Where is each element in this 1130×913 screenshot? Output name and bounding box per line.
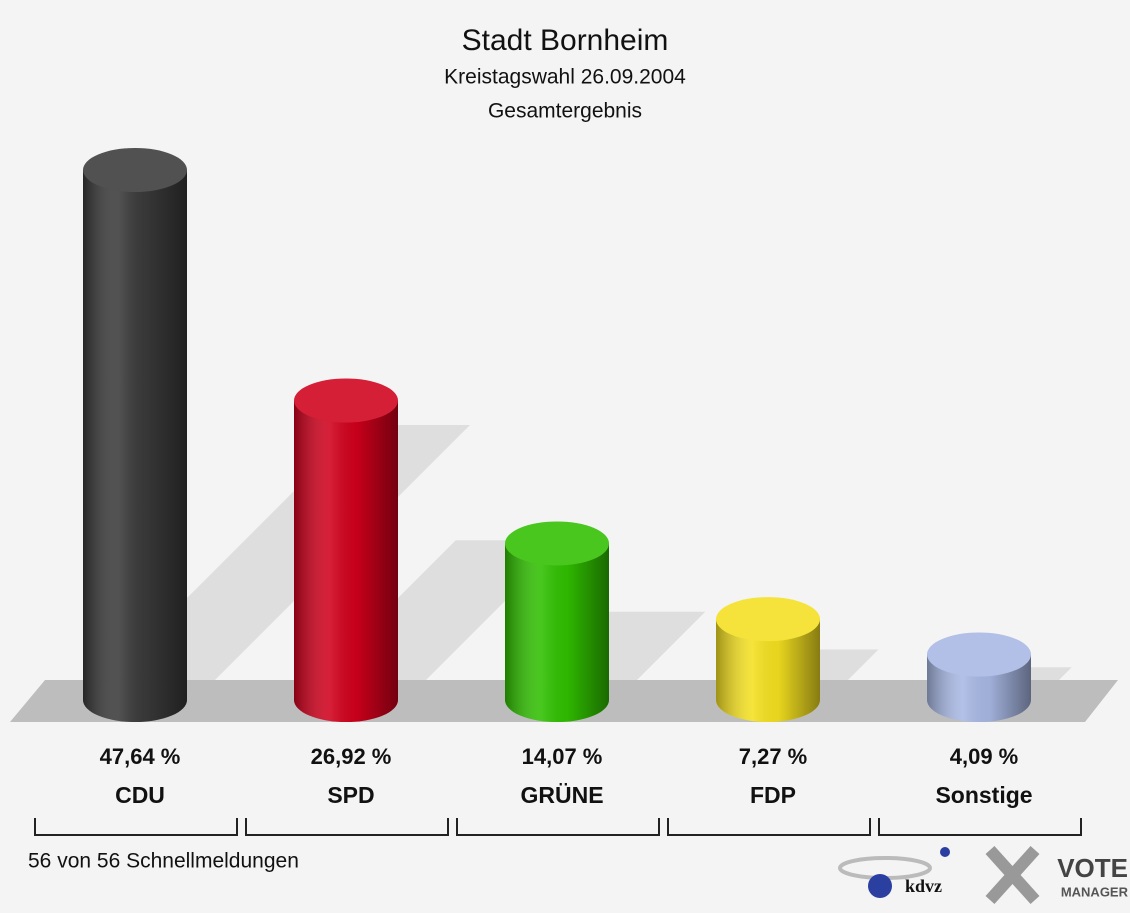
bracket <box>34 818 238 836</box>
bar-top-highlight <box>294 378 398 423</box>
chart-subtitle: Gesamtergebnis <box>488 100 642 123</box>
bar-top <box>294 378 398 423</box>
bar <box>83 148 187 722</box>
bar-shading <box>83 170 187 722</box>
bar <box>927 632 1031 722</box>
bars <box>83 148 1031 722</box>
bar-top <box>505 521 609 566</box>
chart-title: Stadt Bornheim <box>462 24 669 57</box>
logo-dot <box>940 847 950 857</box>
logo-text: MANAGER <box>1061 884 1129 899</box>
category-label: GRÜNE <box>520 782 603 808</box>
category-label: SPD <box>327 782 374 808</box>
bar-top <box>716 597 820 642</box>
value-label: 4,09 % <box>950 744 1019 769</box>
bracket <box>456 818 660 836</box>
bar-shading <box>505 543 609 722</box>
footer-note: 56 von 56 Schnellmeldungen <box>28 850 299 873</box>
bar <box>716 597 820 722</box>
bracket <box>667 818 871 836</box>
logo-ball <box>868 874 892 898</box>
logo-text: VOTE <box>1057 853 1128 883</box>
value-label: 47,64 % <box>100 744 181 769</box>
bar-top-highlight <box>505 521 609 566</box>
bar-top <box>927 632 1031 677</box>
bar-top-highlight <box>83 148 187 192</box>
bracket <box>878 818 1082 836</box>
value-label: 7,27 % <box>739 744 808 769</box>
category-label: CDU <box>115 782 165 808</box>
logo-cross <box>985 845 1040 905</box>
bar-shading <box>716 619 820 722</box>
value-label: 26,92 % <box>311 744 392 769</box>
bar <box>294 378 398 722</box>
logo-text: kdvz <box>905 876 942 896</box>
bar <box>505 521 609 722</box>
category-label: FDP <box>750 782 796 808</box>
value-label: 14,07 % <box>522 744 603 769</box>
bar-top-highlight <box>927 632 1031 677</box>
bar-top <box>83 148 187 192</box>
bracket <box>245 818 449 836</box>
chart-subtitle: Kreistagswahl 26.09.2004 <box>444 66 686 89</box>
bar-top-highlight <box>716 597 820 642</box>
category-label: Sonstige <box>935 782 1032 808</box>
bar-shading <box>294 400 398 722</box>
